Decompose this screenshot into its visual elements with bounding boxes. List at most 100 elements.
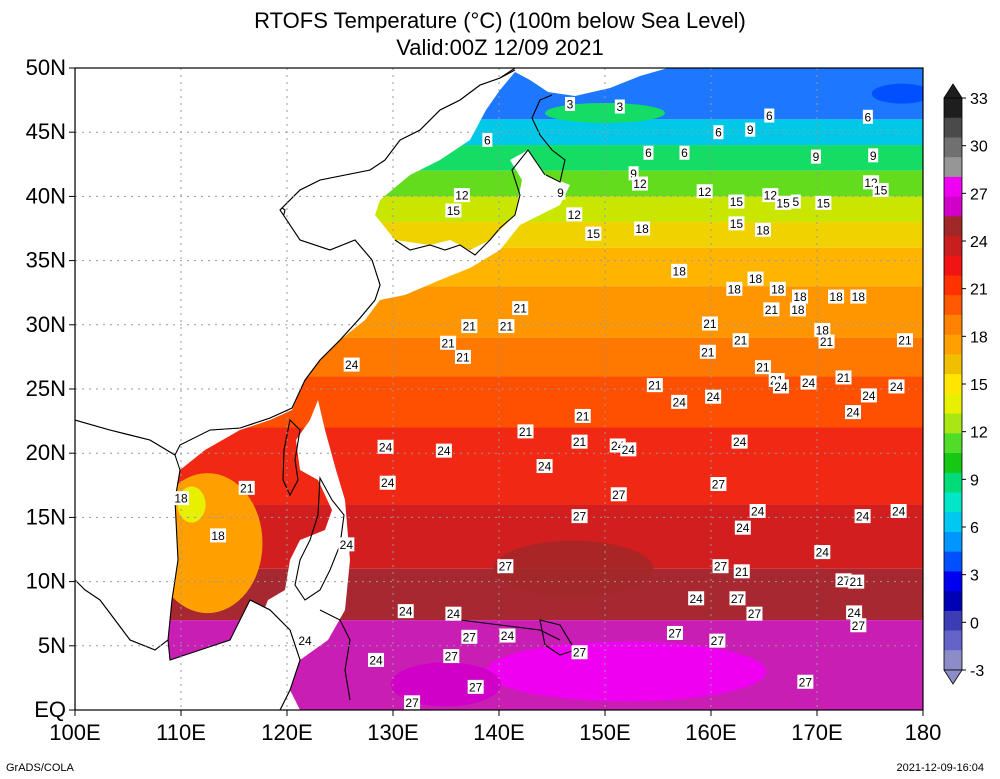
svg-text:21: 21 [820,335,834,349]
contour-label: 27 [461,629,478,644]
colorbar-swatch [944,98,962,119]
contour-label: 18 [726,281,743,296]
svg-text:15: 15 [776,196,790,210]
contour-label: 24 [846,605,863,620]
colorbar-swatch [944,236,962,257]
contour-label: 18 [789,302,806,317]
colorbar-swatch [944,374,962,395]
svg-text:27: 27 [573,510,587,524]
contour-label: 24 [671,394,688,409]
svg-text:24: 24 [381,476,395,490]
svg-text:27: 27 [612,488,626,502]
svg-text:24: 24 [345,358,359,372]
svg-text:9: 9 [870,149,877,163]
svg-text:27: 27 [463,630,477,644]
contour-label: 27 [746,606,763,621]
contour-label: 18 [828,289,845,304]
contour-label: 21 [512,301,529,316]
contour-label: 24 [338,537,355,552]
colorbar-swatch [944,531,962,553]
svg-text:24: 24 [733,435,747,449]
svg-text:18: 18 [756,223,770,237]
colorbar-swatch [944,650,962,671]
map-subtitle: Valid:00Z 12/09 2021 [396,35,604,60]
svg-text:24: 24 [847,606,861,620]
colorbar-label: 6 [970,520,979,537]
contour-label: 24 [731,434,748,449]
svg-text:24: 24 [538,460,552,474]
contour-label: 21 [763,302,780,317]
contour-label: 9 [810,149,821,164]
contour-label: 18 [792,289,809,304]
contour-label: 6 [713,125,724,140]
svg-text:21: 21 [756,361,770,375]
svg-text:21: 21 [701,345,715,359]
colorbar-swatch [944,492,962,513]
colorbar-label: 3 [970,568,979,585]
contour-label: 24 [814,545,831,560]
lat-tick-label: 30N [26,312,66,337]
lat-tick-label: 10N [26,569,66,594]
contour-label: 12 [696,184,713,199]
contour-label: 27 [835,573,852,588]
contour-label: 27 [571,645,588,660]
svg-text:12: 12 [764,189,778,203]
lat-tick-label: 45N [26,119,66,144]
svg-text:21: 21 [519,425,533,439]
contour-label: 21 [818,334,835,349]
contour-label: 24 [734,520,751,535]
colorbar-swatch [944,295,962,316]
colorbar-swatch [944,334,962,355]
svg-text:24: 24 [399,605,413,619]
contour-label: 24 [397,604,414,619]
contour-label: 24 [688,591,705,606]
svg-text:24: 24 [862,389,876,403]
svg-text:24: 24 [890,380,904,394]
contour-label: 24 [435,443,452,458]
contour-label: 24 [860,388,877,403]
contour-label: 18 [769,281,786,296]
colorbar-swatch [944,354,962,375]
svg-text:9: 9 [813,150,820,164]
contour-label: 27 [571,509,588,524]
svg-text:9: 9 [747,123,754,137]
contour-label: 6 [764,108,775,123]
svg-text:18: 18 [852,290,866,304]
svg-text:15: 15 [730,217,744,231]
svg-text:21: 21 [837,371,851,385]
svg-text:24: 24 [437,444,451,458]
contour-label: 24 [705,389,722,404]
svg-text:24: 24 [673,395,687,409]
lon-tick-label: 170E [791,720,842,745]
svg-text:6: 6 [484,133,491,147]
svg-text:21: 21 [441,336,455,350]
svg-text:27: 27 [731,592,745,606]
svg-text:12: 12 [633,177,647,191]
colorbar-swatch [944,314,962,336]
colorbar-label: 33 [970,91,988,108]
svg-text:15: 15 [447,204,461,218]
contour-label: 15 [728,216,745,231]
contour-label: 24 [854,509,871,524]
svg-text:12: 12 [568,208,582,222]
svg-text:18: 18 [749,272,763,286]
colorbar-label: 24 [970,234,988,251]
svg-text:9: 9 [557,186,564,200]
svg-text:27: 27 [445,650,459,664]
svg-text:9: 9 [630,167,637,181]
lon-tick-label: 160E [685,720,736,745]
contour-label: 15 [872,182,889,197]
contour-label: 18 [173,491,189,506]
svg-text:24: 24 [846,406,860,420]
svg-text:18: 18 [728,282,742,296]
svg-text:21: 21 [850,575,864,589]
svg-text:5: 5 [792,195,799,209]
svg-text:21: 21 [648,379,662,393]
contour-label: 12 [762,188,779,203]
svg-text:3: 3 [616,100,623,114]
contour-label: 27 [850,618,867,633]
contour-label: 18 [754,222,771,237]
svg-text:21: 21 [765,303,779,317]
